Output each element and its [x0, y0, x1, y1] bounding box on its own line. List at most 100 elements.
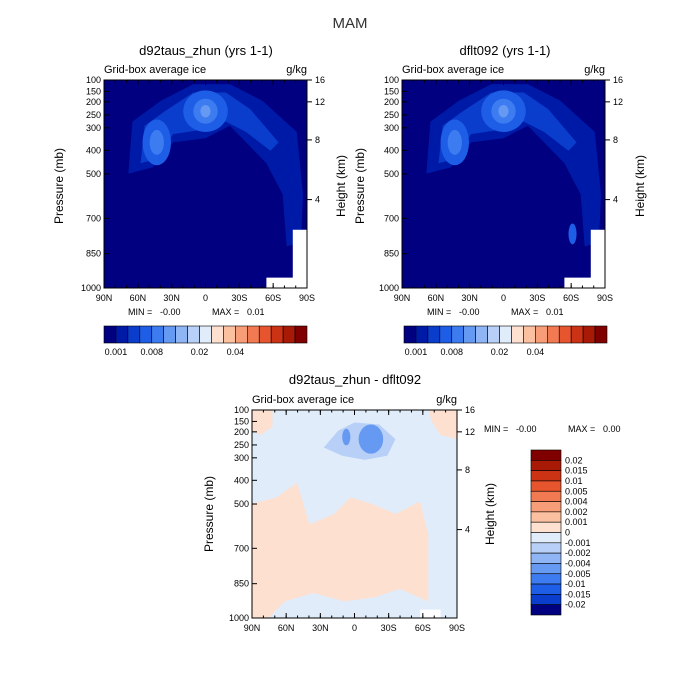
- colorbar-label: 0.008: [440, 347, 463, 357]
- contour-plot: [252, 410, 457, 618]
- y2-tick-label: 12: [315, 97, 325, 107]
- y-tick-label: 1000: [229, 613, 249, 623]
- y-tick-label: 100: [384, 75, 399, 85]
- colorbar-swatch: [294, 325, 308, 344]
- colorbar-swatch: [530, 501, 562, 513]
- panel-units: g/kg: [584, 64, 605, 76]
- colorbar-swatch: [530, 490, 562, 502]
- colorbar-swatch: [199, 325, 212, 344]
- y-tick-label: 300: [384, 123, 399, 133]
- colorbar-label: 0.001: [105, 347, 128, 357]
- colorbar-swatch: [530, 511, 562, 523]
- x-tick-label: 90S: [597, 293, 613, 303]
- max-label: MAX =: [212, 307, 239, 317]
- y-tick-label: 400: [384, 145, 399, 155]
- min-value: -0.00: [459, 307, 480, 317]
- colorbar: 0.001 0.008 0.02 0.04: [103, 325, 308, 357]
- colorbar-label: 0.015: [565, 466, 588, 476]
- colorbar-label: -0.005: [565, 569, 591, 579]
- ice-band-mid: [140, 92, 279, 164]
- colorbar-swatch: [139, 325, 153, 344]
- max-label: MAX =: [511, 307, 538, 317]
- y-tick-label: 300: [234, 453, 249, 463]
- max-label: MAX =: [568, 424, 595, 434]
- x-tick-label: 60S: [415, 623, 431, 633]
- x-tick-label: 60S: [563, 293, 579, 303]
- colorbar-swatch: [175, 325, 188, 344]
- colorbar-label: -0.004: [565, 558, 591, 568]
- colorbar-label: -0.015: [565, 589, 591, 599]
- y-tick-label: 500: [384, 169, 399, 179]
- x-tick-label: 0: [501, 293, 506, 303]
- x-tick-label: 90N: [394, 293, 411, 303]
- colorbar-label: 0.008: [140, 347, 163, 357]
- colorbar-swatch: [235, 325, 248, 344]
- y-tick-label: 400: [86, 145, 101, 155]
- x-tick-label: 60S: [265, 293, 281, 303]
- colorbar-swatch: [451, 325, 465, 344]
- y2-tick-label: 12: [465, 427, 475, 437]
- colorbar-swatch: [530, 480, 562, 492]
- tropical-ice-core: [200, 104, 211, 118]
- missing-data-region: [564, 229, 605, 288]
- y-axis-label: Pressure (mb): [202, 476, 216, 552]
- max-value: 0.00: [603, 424, 621, 434]
- y2-axis-label: Height (km): [633, 155, 647, 217]
- y-tick-label: 400: [234, 475, 249, 485]
- colorbar-swatch: [546, 325, 560, 344]
- colorbar-label: 0.04: [227, 347, 245, 357]
- colorbar-swatch: [530, 573, 562, 585]
- y2-axis-label: Height (km): [334, 155, 348, 217]
- x-tick-label: 60N: [428, 293, 445, 303]
- y-tick-label: 850: [234, 579, 249, 589]
- colorbar-swatch: [403, 325, 417, 344]
- y-tick-label: 500: [86, 169, 101, 179]
- colorbar: 0.001 0.008 0.02 0.04: [403, 325, 608, 357]
- y-axis-label: Pressure (mb): [353, 148, 367, 224]
- colorbar-label: 0.005: [565, 486, 588, 496]
- colorbar-swatch: [487, 325, 500, 344]
- colorbar-swatch: [530, 552, 562, 564]
- colorbar-swatch: [530, 470, 562, 482]
- x-tick-label: 30N: [312, 623, 329, 633]
- y-tick-label: 500: [234, 499, 249, 509]
- y-tick-label: 850: [384, 249, 399, 259]
- colorbar-swatch: [570, 325, 584, 344]
- panel-control-run: d92taus_zhun (yrs 1-1) Grid-box average …: [52, 43, 348, 357]
- y2-tick-label: 4: [613, 195, 618, 205]
- x-tick-label: 30S: [231, 293, 247, 303]
- colorbar-swatch: [463, 325, 476, 344]
- colorbar-swatch: [530, 532, 562, 544]
- min-value: -0.00: [516, 424, 537, 434]
- max-value: 0.01: [546, 307, 564, 317]
- x-tick-label: 30N: [163, 293, 180, 303]
- x-tick-label: 0: [352, 623, 357, 633]
- y2-axis-label: Height (km): [483, 483, 497, 545]
- min-label: MIN =: [484, 424, 508, 434]
- x-tick-label: 60N: [278, 623, 295, 633]
- colorbar-swatch: [223, 325, 236, 344]
- y2-tick-label: 8: [315, 135, 320, 145]
- min-value: -0.00: [160, 307, 181, 317]
- colorbar-swatch: [530, 542, 562, 554]
- colorbar-swatch: [282, 325, 296, 344]
- colorbar-label: -0.001: [565, 538, 591, 548]
- colorbar-swatch: [211, 325, 224, 344]
- colorbar-label: 0.01: [565, 476, 583, 486]
- panel-subtitle: Grid-box average ice: [252, 394, 354, 406]
- missing-data-region: [420, 609, 441, 618]
- colorbar-label: -0.02: [565, 600, 586, 610]
- colorbar-swatch: [439, 325, 453, 344]
- x-tick-label: 90S: [449, 623, 465, 633]
- colorbar-label: 0.004: [565, 497, 588, 507]
- contour-plot: [402, 80, 605, 288]
- colorbar-swatch: [270, 325, 284, 344]
- x-tick-label: 90S: [299, 293, 315, 303]
- colorbar-swatch: [415, 325, 429, 344]
- max-value: 0.01: [247, 307, 265, 317]
- missing-data-region: [266, 229, 307, 288]
- y-tick-label: 1000: [81, 283, 101, 293]
